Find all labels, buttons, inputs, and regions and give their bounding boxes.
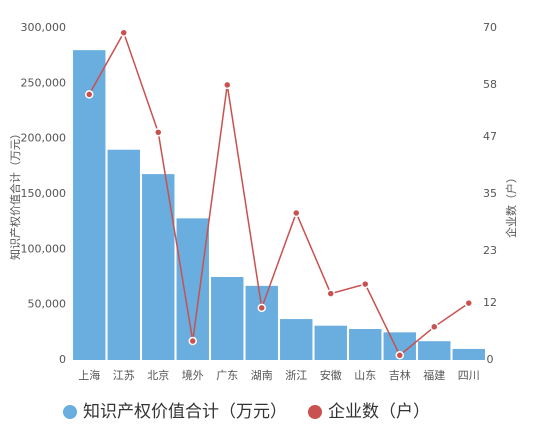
x-tick-label: 湖南 xyxy=(251,369,273,382)
y2-tick-label: 12 xyxy=(483,296,497,309)
x-tick-label: 福建 xyxy=(423,368,445,382)
line-point xyxy=(361,279,370,289)
x-tick-label: 山东 xyxy=(354,369,376,382)
x-tick-label: 上海 xyxy=(78,368,100,382)
y-tick-label: 0 xyxy=(59,353,66,366)
line-point xyxy=(85,90,94,99)
bar xyxy=(349,329,382,360)
y2-tick-label: 35 xyxy=(483,187,497,200)
y2-tick-label: 0 xyxy=(487,353,494,366)
bar xyxy=(452,348,485,360)
y-tick-label: 150,000 xyxy=(21,187,67,200)
legend-marker xyxy=(308,405,322,419)
x-tick-label: 广东 xyxy=(216,369,238,382)
y2-tick-label: 70 xyxy=(483,21,497,34)
line-point xyxy=(464,298,473,308)
bar xyxy=(211,277,244,360)
x-tick-label: 北京 xyxy=(147,368,169,382)
line xyxy=(88,30,470,357)
x-tick-label: 安徽 xyxy=(320,368,342,382)
legend-label: 知识产权价值合计（万元） xyxy=(83,402,287,422)
y-tick-label: 250,000 xyxy=(21,76,67,89)
bar xyxy=(245,285,278,360)
line-point xyxy=(326,289,335,298)
y2-tick-label: 47 xyxy=(483,130,497,143)
legend-label: 企业数（户） xyxy=(328,402,430,422)
line-point xyxy=(292,208,301,218)
x-tick-label: 境外 xyxy=(182,368,204,382)
bar xyxy=(418,341,451,360)
y2-tick-label: 58 xyxy=(483,78,497,91)
bar xyxy=(142,174,175,360)
x-tick-label: 吉林 xyxy=(389,368,411,382)
x-tick-label: 四川 xyxy=(458,369,480,382)
bar xyxy=(280,319,313,360)
line-point xyxy=(395,351,404,360)
line-point xyxy=(188,336,197,346)
bar xyxy=(314,325,347,360)
y-tick-label: 300,000 xyxy=(21,21,67,34)
bar xyxy=(107,149,140,360)
x-tick-label: 江苏 xyxy=(113,369,135,382)
legend-marker xyxy=(63,405,77,419)
x-tick-label: 浙江 xyxy=(285,369,307,382)
bar xyxy=(73,50,106,361)
line-point xyxy=(154,128,163,137)
line-point xyxy=(430,322,439,332)
line-point xyxy=(119,28,128,37)
y-tick-label: 100,000 xyxy=(21,242,67,255)
y-axis-label: 知识产权价值合计（万元） xyxy=(8,128,22,260)
y-tick-label: 50,000 xyxy=(28,298,67,311)
y2-tick-label: 23 xyxy=(483,244,497,257)
line-point xyxy=(257,303,266,313)
line-point xyxy=(223,80,232,90)
y-tick-label: 200,000 xyxy=(21,132,67,145)
y2-axis-label: 企业数（户） xyxy=(504,172,518,238)
